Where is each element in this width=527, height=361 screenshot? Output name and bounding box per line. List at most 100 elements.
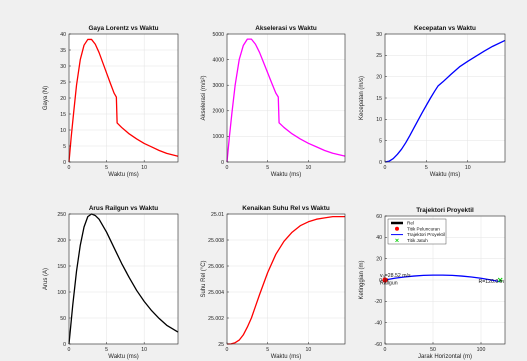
chart-3-x-axis-label: Waktu (ms) <box>430 172 460 178</box>
chart-6-legend-entry: Titik Jatuh <box>407 238 428 243</box>
chart-6-y-tick-label: -40 <box>375 320 383 326</box>
chart-3-x-tick-label: 5 <box>425 165 428 171</box>
chart-2-axes-box <box>226 33 346 163</box>
chart-2-y-tick-label: 1000 <box>212 134 224 140</box>
chart-4-axes-box <box>68 213 179 345</box>
chart-1-y-tick-label: 30 <box>60 64 66 70</box>
chart-6-landing-point <box>497 277 503 283</box>
chart-3-y-tick-label: 10 <box>376 117 382 123</box>
chart-1-y-axis-label: Gaya (N) <box>43 86 49 110</box>
chart-1-y-tick-label: 35 <box>60 48 66 54</box>
chart-1-x-axis-label: Waktu (ms) <box>108 172 138 178</box>
chart-5-y-tick-label: 25.006 <box>208 264 224 270</box>
chart-4-x-tick-label: 0 <box>68 347 71 353</box>
chart-3-y-tick-label: 20 <box>376 74 382 80</box>
chart-5-title: Kenaikan Suhu Rel vs Waktu <box>242 205 330 212</box>
chart-6-legend-swatch-landing <box>395 238 399 243</box>
chart-2-y-tick-label: 4000 <box>212 57 224 63</box>
chart-2-title: Akselerasi vs Waktu <box>255 25 317 32</box>
chart-3-y-tick-label: 0 <box>379 160 382 166</box>
chart-5-axes-box <box>226 213 346 345</box>
chart-1-y-tick-label: 5 <box>63 144 66 150</box>
chart-3-y-tick-label: 30 <box>376 32 382 38</box>
chart-6-y-tick-label: 0 <box>379 278 382 284</box>
chart-1-y-tick-label: 25 <box>60 80 66 86</box>
chart-2-plot-area <box>227 34 345 162</box>
chart-6-y-tick-label: -20 <box>375 299 383 305</box>
chart-4-y-tick-label: 150 <box>57 264 66 270</box>
chart-2-y-tick-label: 2000 <box>212 109 224 115</box>
chart-1-y-tick-label: 40 <box>60 32 66 38</box>
chart-1-y-tick-label: 10 <box>60 128 66 134</box>
chart-6-legend-entry: Rel <box>407 221 414 226</box>
chart-4-y-tick-label: 50 <box>60 316 66 322</box>
chart-5-plot-area <box>227 214 345 344</box>
chart-2-y-tick-label: 0 <box>221 160 224 166</box>
chart-3-x-tick-label: 10 <box>465 165 471 171</box>
chart-4-title: Arus Railgun vs Waktu <box>89 205 158 212</box>
chart-1-y-tick-label: 0 <box>63 160 66 166</box>
chart-2-x-tick-label: 0 <box>226 165 229 171</box>
chart-2-y-tick-label: 3000 <box>212 83 224 89</box>
chart-3-series-line <box>384 39 506 163</box>
chart-3-y-tick-label: 25 <box>376 53 382 59</box>
chart-6-series-line <box>384 274 501 283</box>
chart-6-x-axis-label: Jarak Horizontal (m) <box>418 354 472 360</box>
chart-5-y-tick-label: 25.01 <box>211 212 224 218</box>
chart-5-y-tick-label: 25 <box>218 342 224 348</box>
chart-5-x-tick-label: 0 <box>226 347 229 353</box>
chart-2-x-tick-label: 5 <box>266 165 269 171</box>
chart-2-x-axis-label: Waktu (ms) <box>271 172 301 178</box>
chart-1-series-line <box>68 38 179 163</box>
chart-1-y-tick-label: 20 <box>60 96 66 102</box>
chart-4-y-tick-label: 100 <box>57 290 66 296</box>
chart-4-plot-area <box>69 214 178 344</box>
chart-2-y-tick-label: 5000 <box>212 32 224 38</box>
chart-6-legend-swatch-launch <box>395 226 399 231</box>
chart-3-y-axis-label: Kecepatan (m/s) <box>359 76 365 120</box>
chart-3-y-tick-label: 5 <box>379 138 382 144</box>
chart-6-annotation: R=120.0 m <box>478 279 504 285</box>
chart-6-x-tick-label: 0 <box>384 347 387 353</box>
chart-6-title: Trajektori Proyektil <box>416 207 474 214</box>
chart-2-y-axis-label: Akselerasi (m/s²) <box>201 75 207 120</box>
chart-5-x-tick-label: 10 <box>305 347 311 353</box>
chart-2-x-tick-label: 10 <box>305 165 311 171</box>
chart-6-legend-entry: Titik Peluncuran <box>407 226 440 231</box>
chart-3-x-tick-label: 0 <box>384 165 387 171</box>
chart-6-y-tick-label: 60 <box>376 214 382 220</box>
chart-4-x-tick-label: 5 <box>105 347 108 353</box>
chart-6-x-tick-label: 50 <box>430 347 436 353</box>
chart-6-y-tick-label: -60 <box>375 342 383 348</box>
chart-5-y-axis-label: Suhu Rel (°C) <box>201 260 207 297</box>
chart-3-y-tick-label: 15 <box>376 96 382 102</box>
chart-6-y-tick-label: 40 <box>376 235 382 241</box>
chart-6-legend-entry: Trajektori Proyektil <box>407 232 445 237</box>
chart-5-x-axis-label: Waktu (ms) <box>271 354 301 360</box>
chart-1-x-tick-label: 0 <box>68 165 71 171</box>
chart-1-x-tick-label: 10 <box>141 165 147 171</box>
chart-1-y-tick-label: 15 <box>60 112 66 118</box>
chart-6-annotation: Railgun <box>380 280 398 286</box>
chart-4-y-axis-label: Arus (A) <box>43 268 49 290</box>
chart-5-y-tick-label: 25.002 <box>208 316 224 322</box>
chart-1-title: Gaya Lorentz vs Waktu <box>88 25 158 32</box>
chart-6-y-axis-label: Ketinggian (m) <box>359 260 365 299</box>
chart-4-y-tick-label: 250 <box>57 212 66 218</box>
chart-6-x-tick-label: 100 <box>477 347 486 353</box>
chart-5-y-tick-label: 25.008 <box>208 238 224 244</box>
chart-3-title: Kecepatan vs Waktu <box>414 25 476 32</box>
chart-4-y-tick-label: 200 <box>57 238 66 244</box>
chart-6-annotation: v₀=28.52 m/s <box>380 273 411 279</box>
chart-1-x-tick-label: 5 <box>105 165 108 171</box>
chart-5-series-line <box>226 215 345 345</box>
chart-4-x-tick-label: 10 <box>141 347 147 353</box>
chart-5-y-tick-label: 25.004 <box>208 290 224 296</box>
chart-4-x-axis-label: Waktu (ms) <box>108 354 138 360</box>
chart-4-series-line <box>68 213 179 345</box>
chart-2-series-line <box>226 38 346 163</box>
chart-6-y-tick-label: 20 <box>376 256 382 262</box>
chart-5-x-tick-label: 5 <box>266 347 269 353</box>
